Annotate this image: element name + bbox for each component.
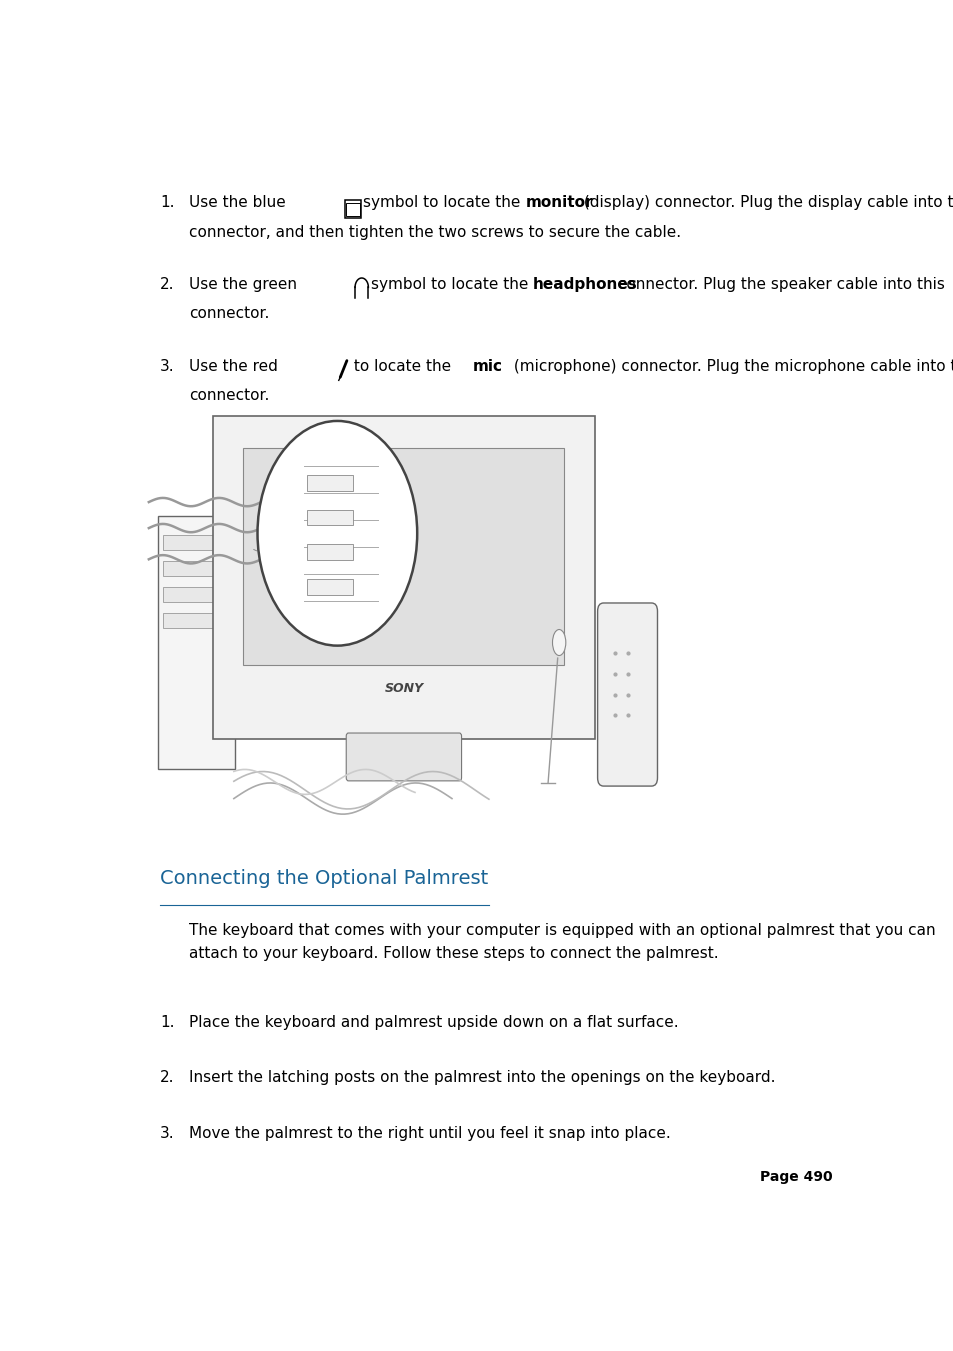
FancyBboxPatch shape — [597, 603, 657, 786]
Text: connector. Plug the speaker cable into this: connector. Plug the speaker cable into t… — [613, 277, 944, 292]
Text: 2.: 2. — [160, 277, 174, 292]
FancyBboxPatch shape — [346, 734, 461, 781]
Text: (microphone) connector. Plug the microphone cable into this: (microphone) connector. Plug the microph… — [508, 358, 953, 373]
Text: Insert the latching posts on the palmrest into the openings on the keyboard.: Insert the latching posts on the palmres… — [190, 1070, 775, 1085]
Text: symbol to locate the: symbol to locate the — [371, 277, 533, 292]
Text: mic: mic — [473, 358, 502, 373]
Text: Use the red: Use the red — [190, 358, 283, 373]
Text: connector.: connector. — [190, 388, 270, 403]
FancyBboxPatch shape — [163, 588, 231, 603]
Text: Page 490: Page 490 — [760, 1170, 832, 1183]
FancyBboxPatch shape — [163, 562, 231, 576]
FancyBboxPatch shape — [307, 509, 353, 526]
Text: headphones: headphones — [532, 277, 637, 292]
Text: Move the palmrest to the right until you feel it snap into place.: Move the palmrest to the right until you… — [190, 1125, 671, 1140]
Text: SONY: SONY — [384, 681, 423, 694]
FancyBboxPatch shape — [243, 449, 564, 666]
FancyBboxPatch shape — [213, 416, 594, 739]
FancyBboxPatch shape — [307, 544, 353, 559]
FancyBboxPatch shape — [307, 580, 353, 594]
FancyBboxPatch shape — [163, 535, 231, 550]
Text: 1.: 1. — [160, 196, 174, 211]
FancyBboxPatch shape — [307, 476, 353, 490]
Text: 2.: 2. — [160, 1070, 174, 1085]
Text: Use the blue: Use the blue — [190, 196, 291, 211]
Text: Connecting the Optional Palmrest: Connecting the Optional Palmrest — [160, 869, 488, 889]
Text: The keyboard that comes with your computer is equipped with an optional palmrest: The keyboard that comes with your comput… — [190, 923, 935, 961]
FancyBboxPatch shape — [158, 516, 235, 770]
Text: (display) connector. Plug the display cable into this: (display) connector. Plug the display ca… — [578, 196, 953, 211]
Text: connector.: connector. — [190, 307, 270, 322]
Text: to locate the: to locate the — [349, 358, 456, 373]
Text: monitor: monitor — [525, 196, 593, 211]
Text: Use the green: Use the green — [190, 277, 302, 292]
Text: symbol to locate the: symbol to locate the — [362, 196, 524, 211]
Circle shape — [257, 422, 416, 646]
FancyBboxPatch shape — [163, 613, 231, 628]
Text: Place the keyboard and palmrest upside down on a flat surface.: Place the keyboard and palmrest upside d… — [190, 1015, 679, 1029]
Text: connector, and then tighten the two screws to secure the cable.: connector, and then tighten the two scre… — [190, 224, 680, 239]
Text: 3.: 3. — [160, 1125, 174, 1140]
Text: 3.: 3. — [160, 358, 174, 373]
Text: 1.: 1. — [160, 1015, 174, 1029]
Ellipse shape — [552, 630, 565, 655]
